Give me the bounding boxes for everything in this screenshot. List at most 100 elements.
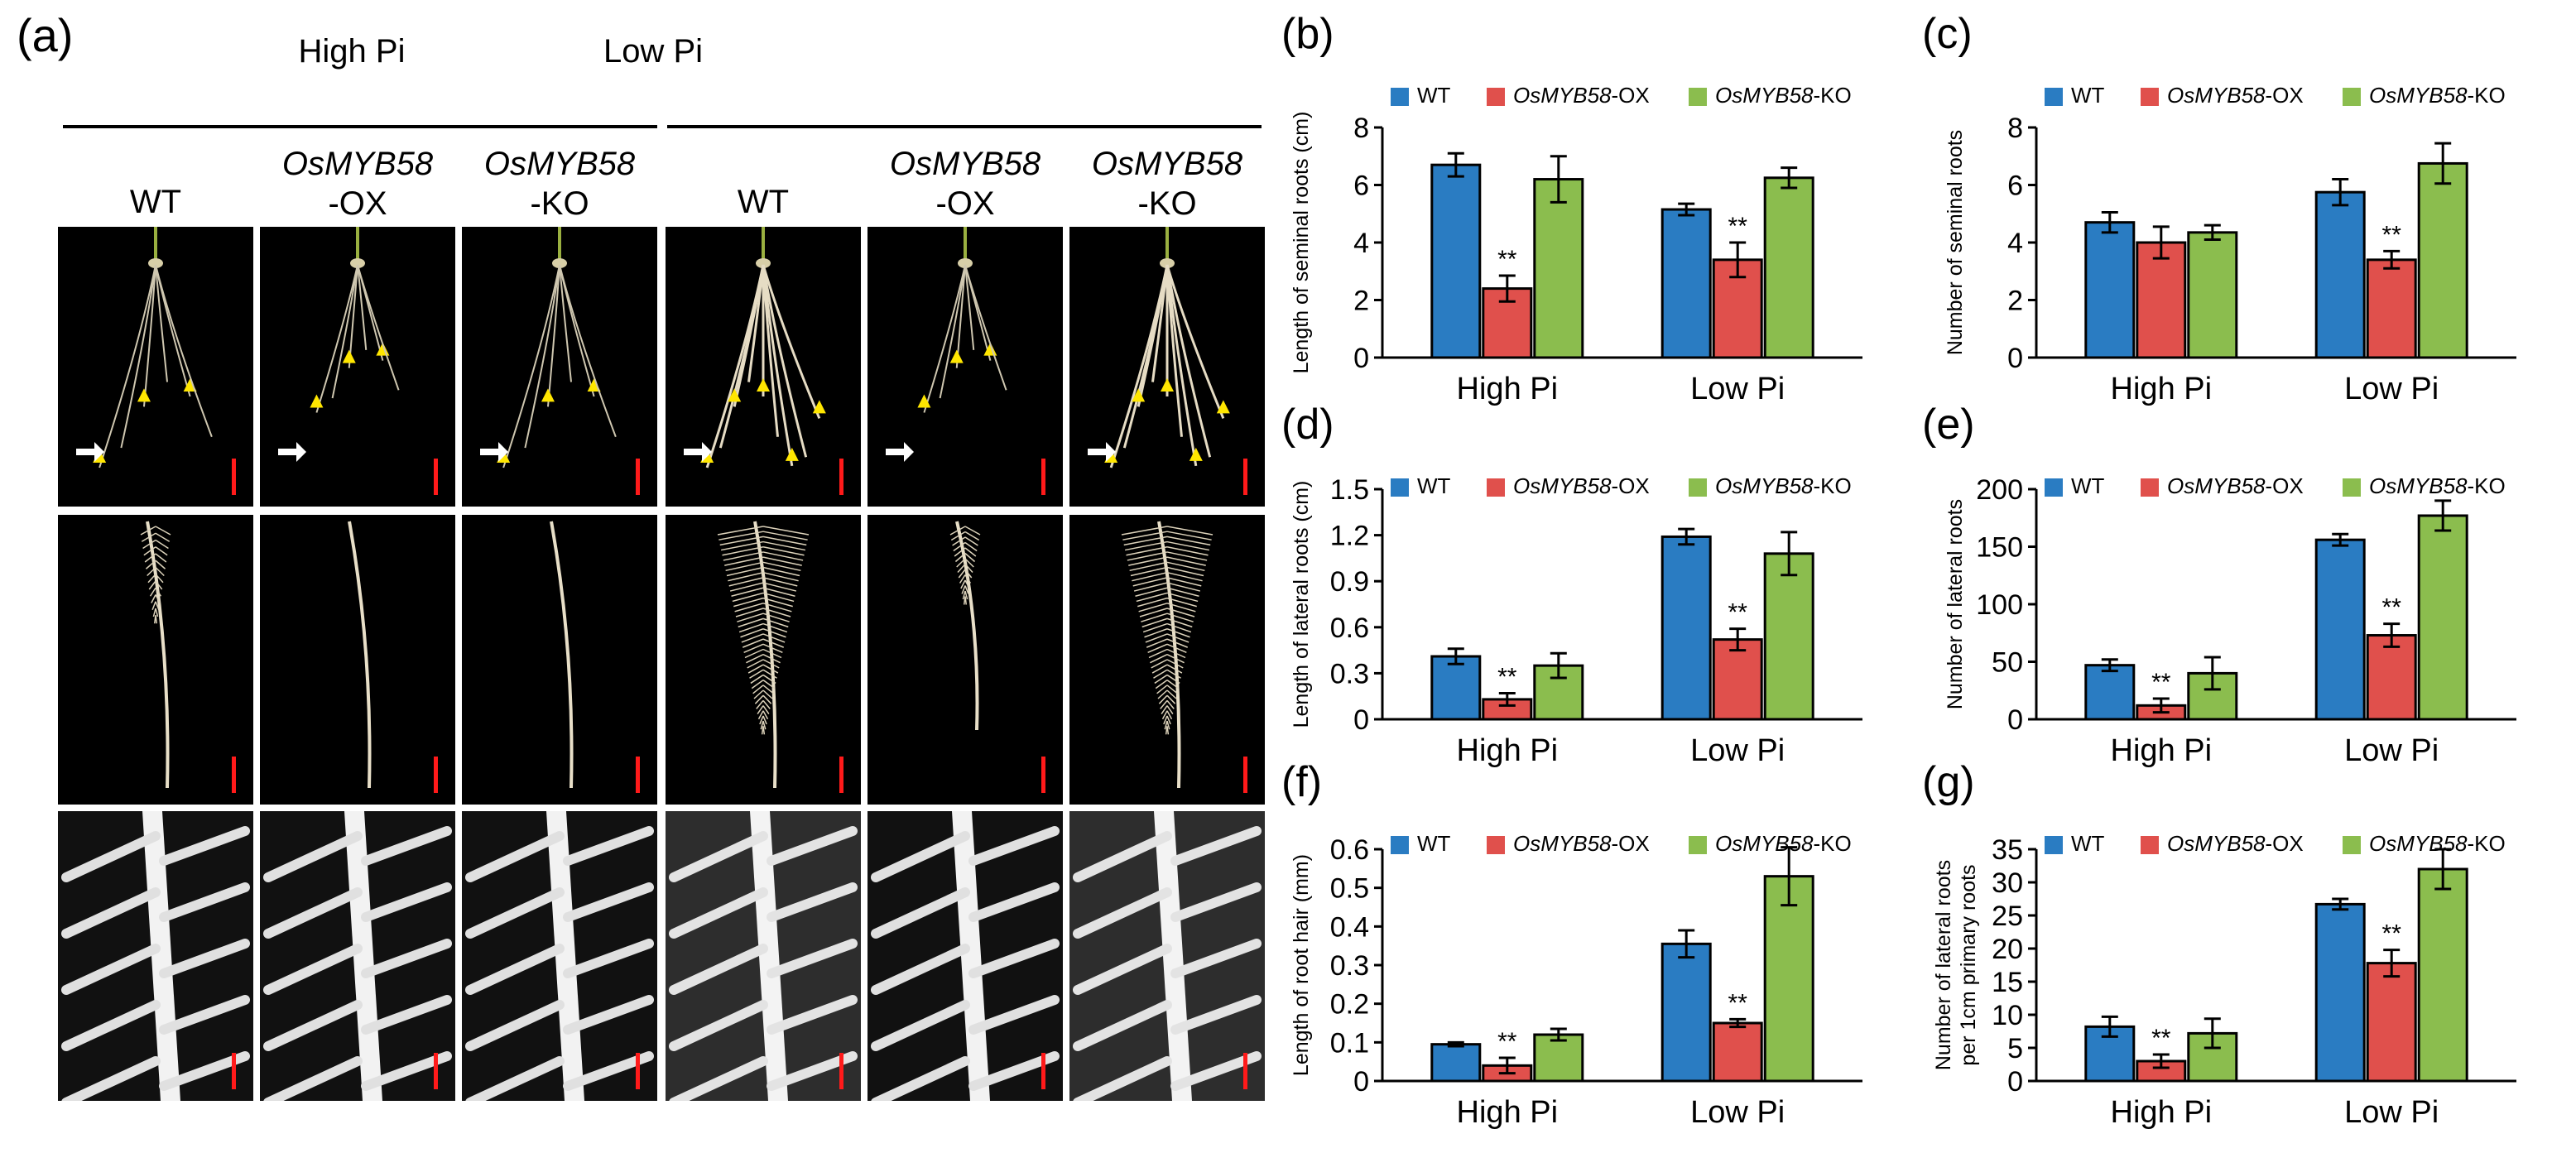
y-tick-label: 50 (1992, 647, 2023, 679)
x-category-label: Low Pi (2344, 372, 2439, 406)
root-photo-hair-high-ko (462, 811, 657, 1101)
y-tick-label: 200 (1976, 474, 2023, 506)
legend-swatch (1391, 478, 1409, 497)
y-tick-label: 4 (1353, 228, 1369, 259)
y-tick-label: 5 (2007, 1033, 2023, 1064)
legend-swatch (2343, 88, 2361, 106)
bar (2187, 231, 2238, 359)
legend-swatch (2343, 836, 2361, 854)
root-photo-hair-high-wt (58, 811, 253, 1101)
y-tick-label: 0.5 (1330, 873, 1369, 905)
y-tick-label: 0 (2007, 343, 2023, 374)
root-photo-root-low-ox (867, 515, 1063, 805)
y-tick-label: 0 (1353, 704, 1369, 736)
root-photo-hair-high-ox (260, 811, 455, 1101)
legend-label: OsMYB58-KO (2369, 83, 2506, 108)
chart-panel-letter: (e) (1922, 401, 1975, 449)
chart-b: (b) WT OsMYB58-OX OsMYB58-KO Length of semin… (1281, 10, 1862, 406)
legend-swatch (2141, 836, 2159, 854)
y-tick-label: 8 (2007, 113, 2023, 144)
bar (2417, 161, 2468, 359)
y-tick-label: 100 (1976, 589, 2023, 621)
group-label-high-pi: High Pi (298, 33, 406, 70)
bar (1660, 535, 1712, 721)
genotype-label-low-wt: WT (737, 184, 790, 220)
legend-swatch (1391, 836, 1409, 854)
bar (1763, 552, 1814, 721)
y-tick-label: 0 (1353, 343, 1369, 374)
legend-swatch (2045, 836, 2063, 854)
legend-label: WT (1417, 83, 1451, 108)
y-tick-label: 30 (1992, 867, 2023, 899)
significance-mark: ** (1728, 989, 1748, 1016)
bar (1712, 638, 1763, 721)
chart-f: (f) WT OsMYB58-OX OsMYB58-KO Length of root … (1281, 758, 1862, 1130)
legend-label: WT (2071, 83, 2105, 108)
y-axis-label: Length of lateral roots (cm) (1290, 481, 1313, 728)
legend-label: WT (1417, 831, 1451, 856)
x-category-label: Low Pi (1690, 733, 1785, 768)
y-tick-label: 2 (2007, 286, 2023, 317)
bar (1763, 176, 1814, 359)
chart-panel-letter: (f) (1281, 758, 1322, 806)
legend-swatch (2343, 478, 2361, 497)
y-tick-label: 0 (1353, 1066, 1369, 1098)
y-tick-label: 25 (1992, 901, 2023, 932)
legend-swatch (1689, 836, 1707, 854)
significance-mark: ** (1497, 663, 1517, 690)
root-photo-root-high-ox (260, 515, 455, 805)
bar (2136, 1059, 2187, 1083)
legend-swatch (1487, 836, 1505, 854)
y-tick-label: 0.6 (1330, 613, 1369, 644)
significance-mark: ** (2382, 920, 2402, 948)
legend-swatch (1689, 478, 1707, 497)
bar (2084, 221, 2136, 359)
chart-d: (d) WT OsMYB58-OX OsMYB58-KO Length of later… (1281, 401, 1862, 768)
group-line-low-pi (667, 125, 1262, 128)
legend-label: OsMYB58-OX (1513, 473, 1650, 498)
y-tick-label: 0.3 (1330, 950, 1369, 982)
y-axis-label: Number of lateral roots (1944, 499, 1967, 709)
y-tick-label: 0.9 (1330, 566, 1369, 598)
legend-label: WT (2071, 473, 2105, 498)
y-tick-label: 6 (1353, 171, 1369, 202)
genotype-label-low-ox: OsMYB58 -OX (889, 146, 1041, 222)
root-photo-hair-low-wt (666, 811, 861, 1101)
legend-label: WT (1417, 473, 1451, 498)
y-tick-label: 2 (1353, 286, 1369, 317)
y-tick-label: 10 (1992, 1000, 2023, 1031)
root-photo-hair-low-ox (867, 811, 1063, 1101)
panel-a-letter: (a) (17, 9, 74, 61)
y-tick-label: 0.2 (1330, 989, 1369, 1021)
legend-label: OsMYB58-KO (1715, 83, 1852, 108)
legend-label: OsMYB58-OX (2167, 83, 2304, 108)
y-tick-label: 0 (2007, 704, 2023, 736)
y-axis-label: Number of lateral rootsper 1cm primary r… (1932, 860, 1980, 1070)
chart-panel-letter: (g) (1922, 758, 1975, 806)
y-axis-label: Length of root hair (mm) (1290, 854, 1313, 1076)
root-photo-root-high-ko (462, 515, 657, 805)
root-photo-hair-low-ko (1069, 811, 1265, 1101)
legend-swatch (1391, 88, 1409, 106)
chart-g: (g) WT OsMYB58-OX OsMYB58-KO Number of later… (1922, 758, 2516, 1130)
y-tick-label: 1.5 (1330, 474, 1369, 506)
root-photo-seedling-high-wt (58, 227, 253, 507)
bar (1533, 664, 1584, 721)
legend-label: OsMYB58-KO (2369, 473, 2506, 498)
bar (1533, 178, 1584, 359)
legend-swatch (2141, 88, 2159, 106)
x-category-label: Low Pi (2344, 1095, 2439, 1130)
y-tick-label: 0.4 (1330, 911, 1369, 943)
root-photo-seedling-high-ko (462, 227, 657, 507)
bar (1533, 1033, 1584, 1083)
legend-swatch (2045, 478, 2063, 497)
bar (2187, 671, 2238, 721)
legend-swatch (1487, 88, 1505, 106)
legend-label: OsMYB58-OX (1513, 831, 1650, 856)
x-category-label: Low Pi (1690, 1095, 1785, 1130)
bar (1712, 1021, 1763, 1083)
y-tick-label: 150 (1976, 532, 2023, 564)
bar (2136, 241, 2187, 359)
x-category-label: Low Pi (2344, 733, 2439, 768)
bar (2314, 190, 2366, 359)
